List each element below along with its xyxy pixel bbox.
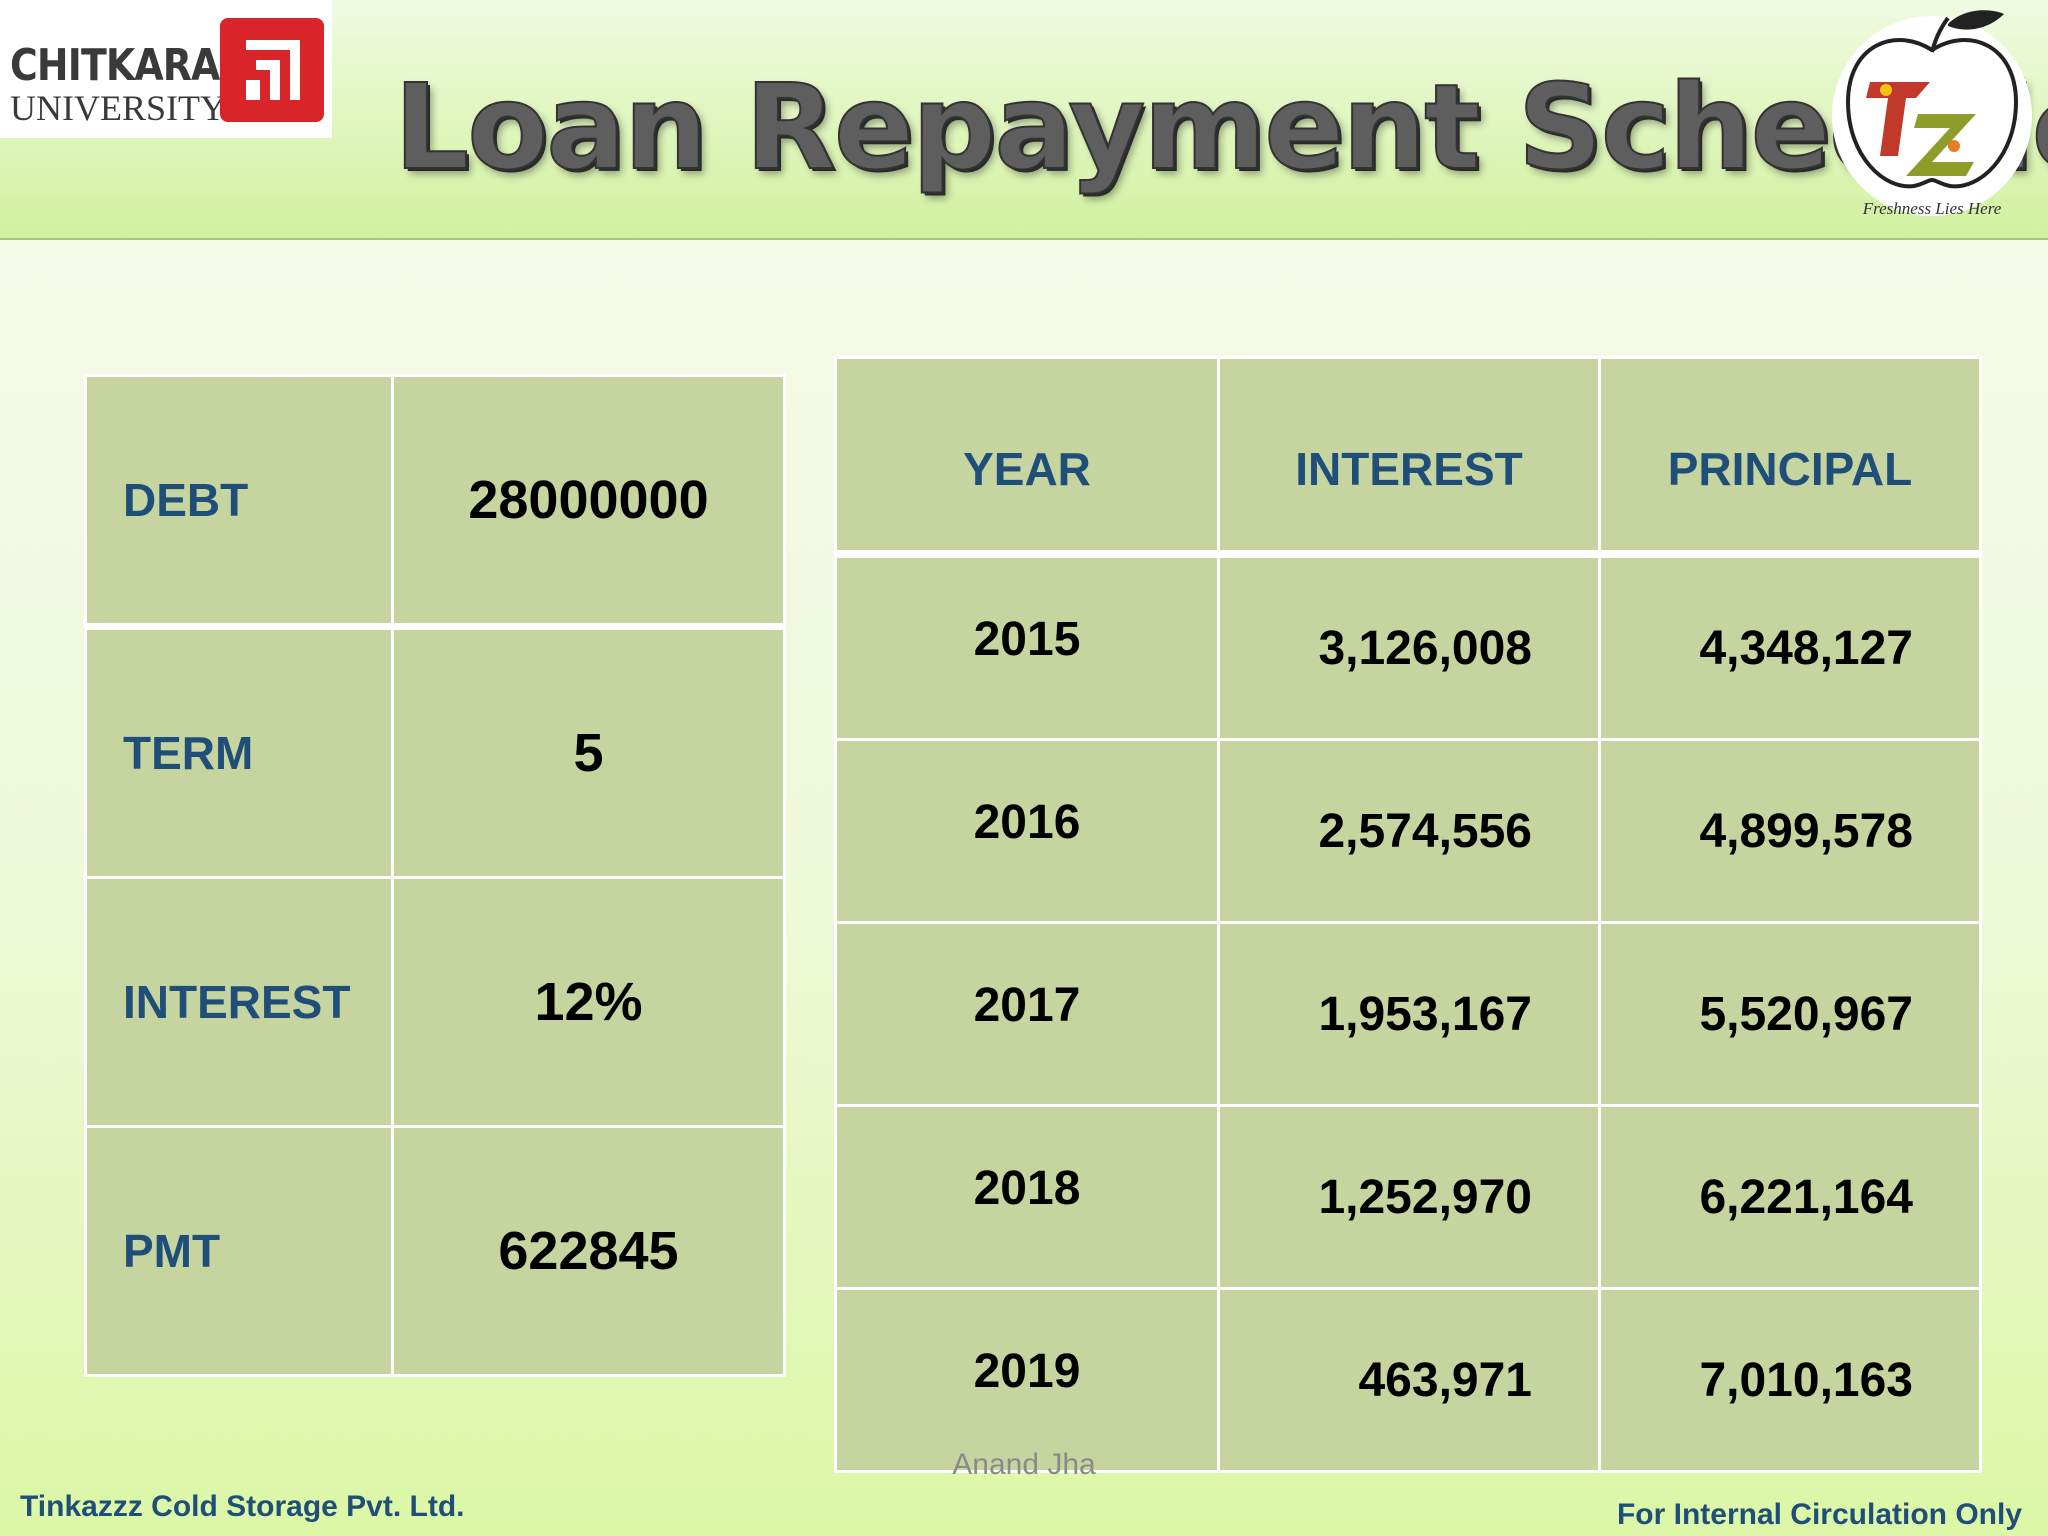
company-name: Tinkazzz Cold Storage Pvt. Ltd. xyxy=(20,1490,465,1523)
param-label: TERM xyxy=(84,625,394,879)
university-sub: UNIVERSITY xyxy=(10,88,226,128)
table-row: 2015 3,126,008 4,348,127 xyxy=(834,552,1982,741)
principal-cell: 6,221,164 xyxy=(1598,1104,1982,1290)
repayment-schedule-table: YEAR INTEREST PRINCIPAL 2015 3,126,008 4… xyxy=(834,356,1982,1473)
loan-parameters-table: DEBT 28000000 TERM 5 INTEREST 12% PMT 62… xyxy=(84,374,786,1377)
company-logo: Freshness Lies Here xyxy=(1832,10,2032,218)
principal-cell: 7,010,163 xyxy=(1598,1287,1982,1473)
table-row: 2018 1,252,970 6,221,164 xyxy=(834,1104,1982,1290)
interest-cell: 2,574,556 xyxy=(1217,738,1601,924)
page-title: Loan Repayment Schedule xyxy=(393,57,2048,197)
table-row: PMT 622845 xyxy=(84,1125,786,1377)
table-row: DEBT 28000000 xyxy=(84,374,786,630)
interest-cell: 463,971 xyxy=(1217,1287,1601,1473)
param-label: DEBT xyxy=(84,374,394,630)
param-value: 5 xyxy=(391,625,786,879)
slide-header: CHITKARA UNIVERSITY Loan Repayment Sched… xyxy=(0,0,2048,240)
table-header-row: YEAR INTEREST PRINCIPAL xyxy=(834,356,1982,558)
principal-cell: 5,520,967 xyxy=(1598,921,1982,1107)
company-tagline: Freshness Lies Here xyxy=(1862,199,2002,218)
year-cell: 2018 xyxy=(834,1104,1220,1290)
param-label: PMT xyxy=(84,1125,394,1377)
university-name: CHITKARA xyxy=(10,40,220,91)
circulation-notice: For Internal Circulation Only xyxy=(1616,1498,2022,1531)
interest-cell: 3,126,008 xyxy=(1217,552,1601,741)
interest-cell: 1,252,970 xyxy=(1217,1104,1601,1290)
year-cell: 2015 xyxy=(834,552,1220,741)
table-row: 2017 1,953,167 5,520,967 xyxy=(834,921,1982,1107)
param-value: 28000000 xyxy=(391,374,786,630)
interest-cell: 1,953,167 xyxy=(1217,921,1601,1107)
principal-cell: 4,348,127 xyxy=(1598,552,1982,741)
table-row: 2016 2,574,556 4,899,578 xyxy=(834,738,1982,924)
column-header-principal: PRINCIPAL xyxy=(1598,356,1982,558)
principal-cell: 4,899,578 xyxy=(1598,738,1982,924)
year-cell: 2019 xyxy=(834,1287,1220,1473)
param-value: 12% xyxy=(391,876,786,1128)
university-logo: CHITKARA UNIVERSITY xyxy=(0,0,332,138)
column-header-interest: INTEREST xyxy=(1217,356,1601,558)
table-row: TERM 5 xyxy=(84,625,786,879)
column-header-year: YEAR xyxy=(834,356,1220,558)
param-value: 622845 xyxy=(391,1125,786,1377)
year-cell: 2016 xyxy=(834,738,1220,924)
year-cell: 2017 xyxy=(834,921,1220,1107)
table-row: INTEREST 12% xyxy=(84,876,786,1128)
author-name: Anand Jha xyxy=(952,1448,1096,1481)
table-row: 2019 463,971 7,010,163 xyxy=(834,1287,1982,1473)
university-emblem-icon xyxy=(220,18,324,122)
param-label: INTEREST xyxy=(84,876,394,1128)
